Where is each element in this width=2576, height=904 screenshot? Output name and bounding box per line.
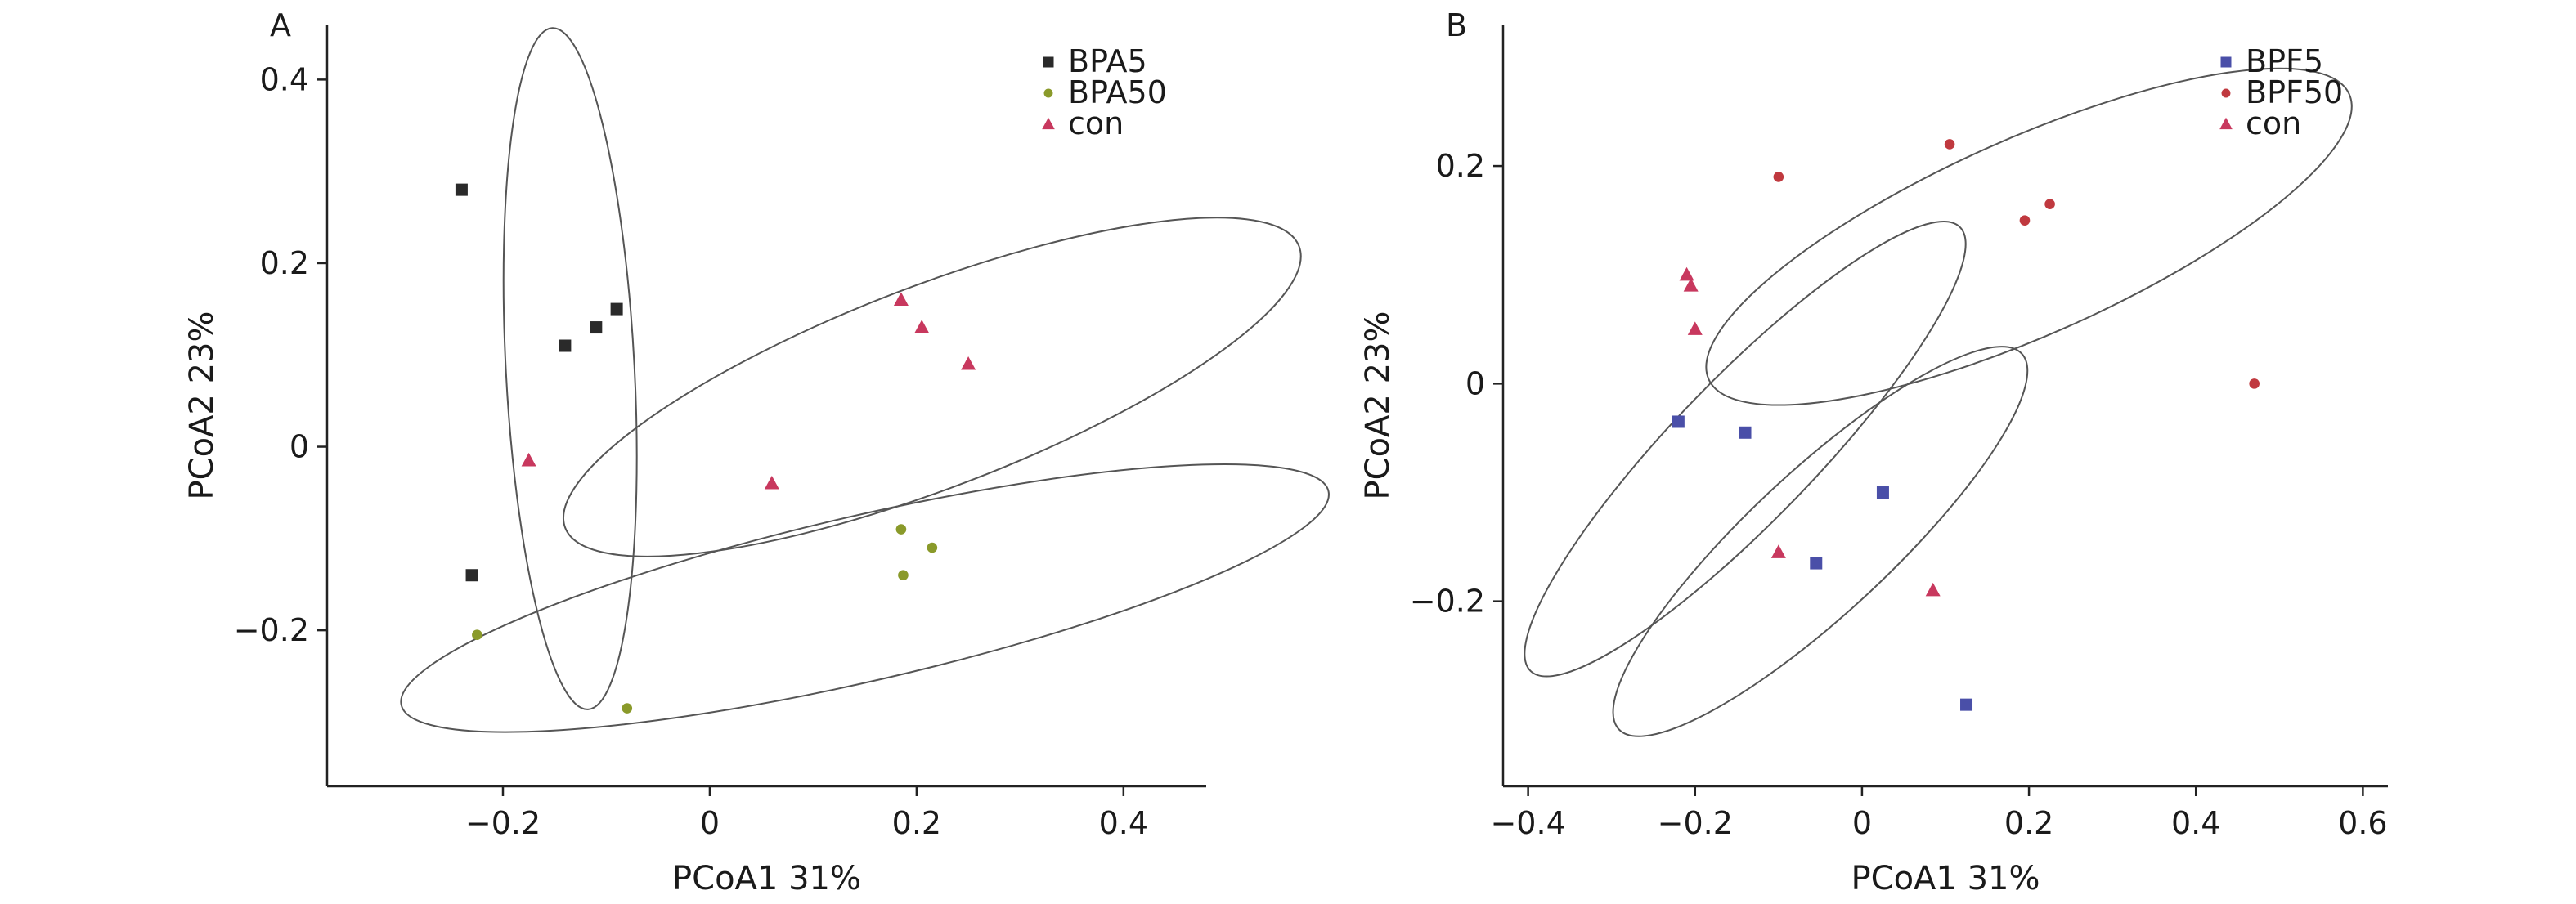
legend-marker-bpa5 <box>1043 56 1054 68</box>
data-point-bpa5 <box>559 339 572 352</box>
y-tick-label: −0.2 <box>234 612 309 648</box>
legend-marker-bpa50 <box>1043 88 1053 98</box>
data-point-bpa50 <box>898 570 909 581</box>
legend-marker-con <box>2219 117 2233 130</box>
x-tick-label: 0.2 <box>2004 805 2053 841</box>
data-point-con <box>521 452 536 467</box>
x-tick-label: 0.2 <box>892 805 941 841</box>
data-point-bpa5 <box>590 321 603 334</box>
legend-label: BPF50 <box>2246 74 2343 110</box>
panel-b: −0.4 −0.2 0 0.2 0.4 0.6 −0.2 0 0.2 PCoA1 31% PCoA2… <box>1359 7 2388 897</box>
data-point-con <box>893 292 909 306</box>
data-point-con <box>961 356 976 370</box>
legend-label: con <box>1068 105 1124 141</box>
data-point-bpf50 <box>1944 139 1955 150</box>
data-point-con <box>764 475 779 490</box>
data-point-bpf50 <box>1773 172 1784 182</box>
data-point-bpa50 <box>622 703 633 714</box>
data-point-bpf5 <box>1672 415 1685 428</box>
legend-label: con <box>2246 105 2301 141</box>
x-tick-label: 0.6 <box>2338 805 2387 841</box>
group-ellipse <box>1524 221 1967 678</box>
data-point-con <box>914 320 930 333</box>
legend-label: BPF5 <box>2246 43 2323 79</box>
panel-label: B <box>1446 7 1467 43</box>
group-ellipse <box>563 217 1302 557</box>
data-point-bpa5 <box>455 183 468 196</box>
data-point-con <box>1683 278 1699 292</box>
data-point-bpa50 <box>472 629 482 641</box>
data-point-con <box>1925 582 1941 597</box>
data-point-bpa50 <box>927 542 938 553</box>
data-point-con <box>1679 266 1694 281</box>
y-tick-label: 0.2 <box>1436 148 1485 184</box>
x-axis-title: PCoA1 31% <box>1851 860 2040 897</box>
y-axis-title: PCoA2 23% <box>1359 311 1397 500</box>
x-tick-label: −0.2 <box>1658 805 1733 841</box>
data-point-bpf50 <box>2044 199 2055 209</box>
legend-label: BPA5 <box>1068 43 1147 79</box>
y-tick-label: 0 <box>1465 365 1485 401</box>
x-tick-label: 0 <box>700 805 720 841</box>
data-point-bpa50 <box>895 524 907 535</box>
x-tick-label: −0.2 <box>465 805 541 841</box>
legend-marker-bpf50 <box>2221 88 2231 98</box>
legend-label: BPA50 <box>1068 74 1167 110</box>
data-point-bpa5 <box>610 302 623 316</box>
data-point-bpf5 <box>1876 486 1889 499</box>
x-tick-label: −0.4 <box>1490 805 1565 841</box>
x-tick-label: 0.4 <box>1099 805 1148 841</box>
y-axis-title: PCoA2 23% <box>183 311 221 500</box>
legend-marker-con <box>1042 117 1055 130</box>
y-tick-label: 0 <box>289 429 309 465</box>
group-ellipse <box>1612 346 2029 737</box>
data-point-con <box>1687 321 1703 335</box>
panel-label: A <box>270 7 291 43</box>
data-point-con <box>1770 544 1786 558</box>
panel-a: −0.2 0 0.2 0.4 −0.2 0 0.2 0.4 PCoA1 31% PCoA2 23%… <box>183 7 1330 897</box>
y-tick-label: 0.2 <box>260 245 309 281</box>
data-point-bpf50 <box>2249 378 2260 389</box>
data-point-bpa5 <box>465 569 478 582</box>
data-point-bpf50 <box>2019 215 2031 226</box>
group-ellipse <box>502 27 638 710</box>
x-tick-label: 0.4 <box>2171 805 2220 841</box>
x-tick-label: 0 <box>1852 805 1872 841</box>
data-point-bpf5 <box>1739 426 1752 439</box>
x-axis-title: PCoA1 31% <box>672 860 861 897</box>
y-tick-label: −0.2 <box>1410 584 1485 620</box>
legend-marker-bpf5 <box>2220 56 2232 68</box>
group-ellipse <box>1705 67 2353 406</box>
y-tick-label: 0.4 <box>260 61 309 97</box>
data-point-bpf5 <box>1960 698 1973 711</box>
data-point-bpf5 <box>1810 557 1823 570</box>
group-ellipse <box>400 463 1330 733</box>
